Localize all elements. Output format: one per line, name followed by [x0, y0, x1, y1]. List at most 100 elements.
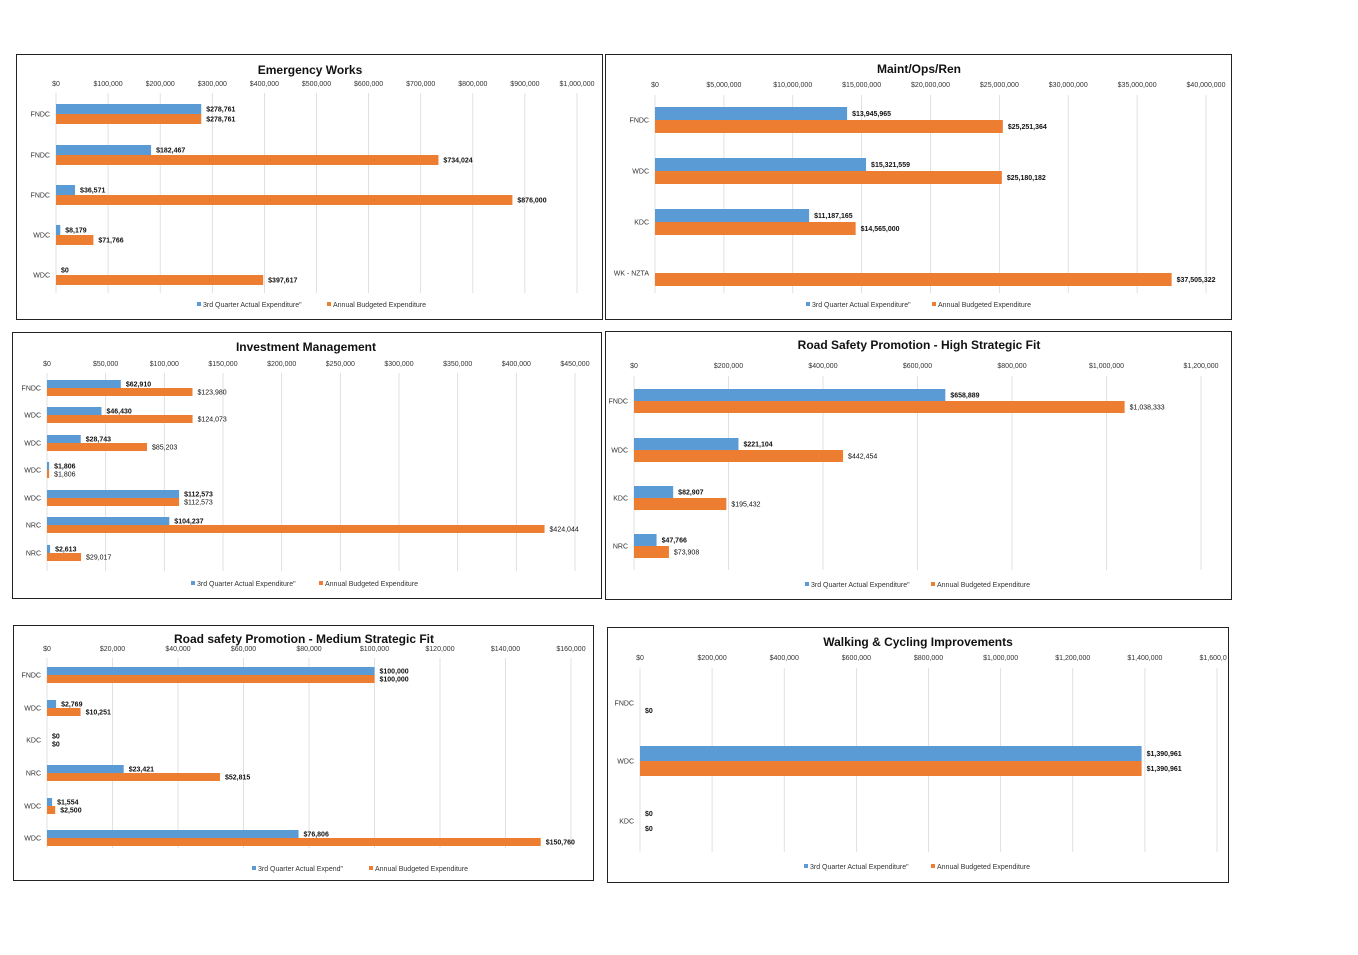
bar-budget — [655, 120, 1003, 133]
data-label: $0 — [645, 811, 653, 818]
bar-budget — [634, 401, 1125, 413]
bar-budget — [56, 235, 94, 245]
x-tick-label: $60,000 — [231, 646, 256, 653]
category-label: FNDC — [31, 153, 50, 160]
bar-budget — [47, 553, 82, 561]
chart-maint-ops-ren: Maint/Ops/Ren $0 $5,000,000 $10,000,000 $15,… — [605, 54, 1232, 320]
data-label: $47,766 — [662, 538, 687, 545]
category-label: WDC — [24, 441, 41, 448]
data-label: $1,806 — [54, 472, 76, 479]
chart-title: Investment Management — [236, 340, 376, 354]
chart-road-safety-high: Road Safety Promotion - High Strategic F… — [605, 331, 1232, 600]
chart-svg-investment-management: Investment Management $0 $50,000 $100,000 $1… — [22, 340, 590, 588]
x-tick-label: $600,000 — [842, 655, 871, 662]
legend-label: 3rd Quarter Actual Expend" — [258, 866, 343, 873]
bar-budget — [47, 498, 180, 506]
bar-actual — [47, 830, 299, 838]
category-label: FNDC — [615, 701, 634, 708]
chart-svg-walking-cycling: Walking & Cycling Improvements $0 $200,000… — [615, 635, 1227, 871]
data-label: $0 — [52, 734, 60, 741]
data-label: $23,421 — [129, 767, 154, 774]
category-label: NRC — [26, 551, 41, 558]
data-label: $112,573 — [184, 500, 213, 507]
x-tick-label: $1,000,000 — [983, 655, 1018, 662]
chart-title: Road safety Promotion - Medium Strategic… — [174, 632, 434, 646]
x-tick-label: $0 — [630, 363, 638, 370]
category-label: FNDC — [22, 673, 41, 680]
x-tick-label: $800,000 — [914, 655, 943, 662]
x-tick-label: $120,000 — [425, 646, 454, 653]
x-tick-label: $0 — [651, 82, 659, 89]
category-label: KDC — [619, 819, 634, 826]
x-tick-label: $40,000 — [165, 646, 190, 653]
legend-label: 3rd Quarter Actual Expenditure" — [812, 302, 911, 309]
bar-actual — [634, 486, 674, 498]
legend-swatch — [369, 866, 373, 870]
x-tick-label: $400,000 — [770, 655, 799, 662]
chart-svg-emergency-works: Emergency Works $0 $100,000 $200,000 $300,00… — [31, 63, 595, 309]
data-label: $1,390,961 — [1147, 766, 1182, 773]
x-tick-label: $700,000 — [406, 81, 435, 88]
data-label: $658,889 — [950, 393, 979, 400]
category-label: KDC — [634, 220, 649, 227]
bar-actual — [47, 700, 57, 708]
data-label: $182,467 — [156, 148, 185, 155]
x-tick-label: $0 — [52, 81, 60, 88]
x-tick-label: $10,000,000 — [773, 82, 812, 89]
x-tick-label: $35,000,000 — [1118, 82, 1157, 89]
x-tick-label: $25,000,000 — [980, 82, 1019, 89]
legend-label: 3rd Quarter Actual Expenditure" — [811, 582, 910, 589]
x-tick-label: $5,000,000 — [706, 82, 741, 89]
bar-actual — [47, 798, 53, 806]
data-label: $1,038,333 — [1130, 405, 1165, 412]
bar-budget — [47, 525, 545, 533]
bar-budget — [56, 114, 202, 124]
legend-label: 3rd Quarter Actual Expenditure" — [203, 302, 302, 309]
data-label: $1,554 — [57, 800, 79, 807]
x-tick-label: $200,000 — [698, 655, 727, 662]
data-label: $100,000 — [380, 669, 409, 676]
x-tick-label: $450,000 — [560, 361, 589, 368]
chart-svg-maint-ops-ren: Maint/Ops/Ren $0 $5,000,000 $10,000,000 $15,… — [614, 62, 1226, 309]
x-tick-label: $900,000 — [510, 81, 539, 88]
data-label: $397,617 — [268, 278, 297, 285]
data-label: $8,179 — [65, 228, 87, 235]
category-label: WDC — [24, 496, 41, 503]
category-label: FNDC — [630, 118, 649, 125]
data-label: $85,203 — [152, 445, 177, 452]
bar-budget — [47, 415, 193, 423]
x-tick-label: $1,000,000 — [559, 81, 594, 88]
bar-actual — [634, 534, 657, 546]
bar-actual — [47, 517, 170, 525]
legend-label: 3rd Quarter Actual Expenditure" — [197, 581, 296, 588]
chart-walking-cycling: Walking & Cycling Improvements $0 $200,000… — [607, 627, 1229, 883]
bar-actual — [47, 380, 121, 388]
bar-actual — [47, 462, 50, 470]
bar-budget — [655, 222, 856, 235]
chart-svg-road-safety-high: Road Safety Promotion - High Strategic F… — [609, 338, 1219, 589]
bar-actual — [56, 185, 76, 195]
data-label: $442,454 — [848, 454, 877, 461]
data-label: $100,000 — [380, 677, 409, 684]
bar-actual — [56, 104, 202, 114]
bar-budget — [47, 838, 541, 846]
data-label: $0 — [645, 708, 653, 715]
data-label: $36,571 — [80, 188, 105, 195]
category-label: FNDC — [609, 399, 628, 406]
x-tick-label: $0 — [43, 361, 51, 368]
bar-budget — [47, 773, 220, 781]
legend-swatch — [191, 581, 195, 585]
bar-actual — [47, 435, 81, 443]
data-label: $25,180,182 — [1007, 175, 1046, 182]
x-tick-label: $30,000,000 — [1049, 82, 1088, 89]
data-label: $0 — [52, 742, 60, 749]
x-tick-label: $500,000 — [302, 81, 331, 88]
category-label: WDC — [24, 413, 41, 420]
x-tick-label: $140,000 — [491, 646, 520, 653]
data-label: $2,500 — [60, 808, 82, 815]
x-tick-label: $1,600,000 — [1199, 655, 1227, 662]
category-label: WDC — [24, 706, 41, 713]
data-label: $734,024 — [443, 158, 472, 165]
x-tick-label: $20,000 — [100, 646, 125, 653]
data-label: $13,945,965 — [852, 111, 891, 118]
